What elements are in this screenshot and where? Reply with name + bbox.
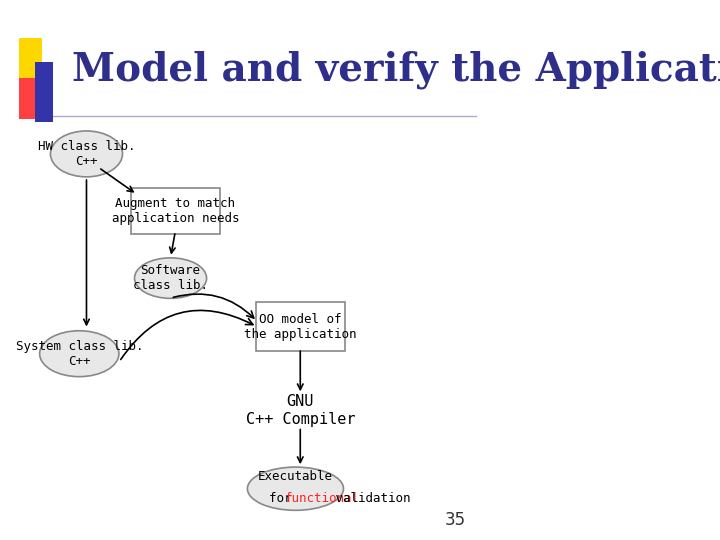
Text: HW class lib.
C++: HW class lib. C++: [37, 140, 135, 168]
Text: functional: functional: [285, 492, 360, 505]
Ellipse shape: [50, 131, 122, 177]
Ellipse shape: [40, 330, 119, 377]
Text: validation: validation: [328, 492, 410, 505]
FancyBboxPatch shape: [256, 302, 345, 351]
FancyBboxPatch shape: [19, 38, 42, 78]
FancyArrowPatch shape: [174, 294, 253, 318]
Text: Augment to match
application needs: Augment to match application needs: [112, 197, 239, 225]
Ellipse shape: [135, 258, 207, 298]
FancyBboxPatch shape: [131, 188, 220, 233]
Text: Executable: Executable: [258, 470, 333, 483]
FancyBboxPatch shape: [19, 78, 42, 119]
Text: System class lib.
C++: System class lib. C++: [16, 340, 143, 368]
FancyArrowPatch shape: [121, 310, 253, 360]
Ellipse shape: [248, 467, 343, 510]
Text: GNU
C++ Compiler: GNU C++ Compiler: [246, 394, 355, 427]
Text: for: for: [269, 492, 299, 505]
FancyBboxPatch shape: [35, 62, 53, 122]
Text: OO model of
the application: OO model of the application: [244, 313, 356, 341]
Text: Model and verify the Application: Model and verify the Application: [72, 51, 720, 90]
Text: 35: 35: [445, 511, 466, 529]
Text: Software
class lib.: Software class lib.: [133, 264, 208, 292]
